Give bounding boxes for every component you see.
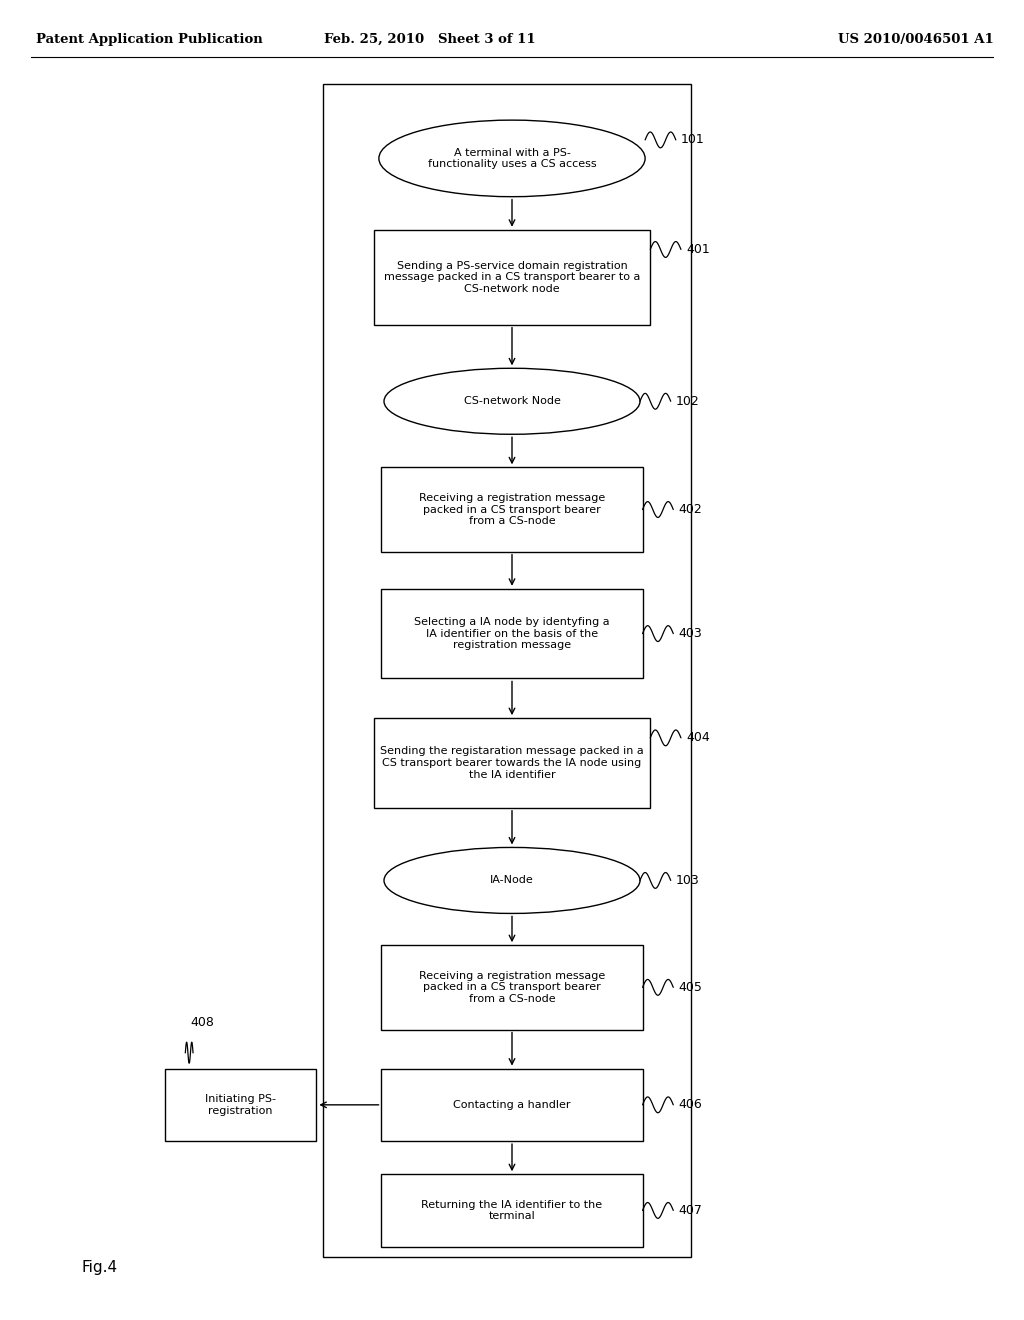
Text: 401: 401 [686,243,710,256]
Text: Receiving a registration message
packed in a CS transport bearer
from a CS-node: Receiving a registration message packed … [419,970,605,1005]
Text: Fig.4: Fig.4 [82,1259,118,1275]
Text: 102: 102 [676,395,699,408]
Text: 402: 402 [678,503,702,516]
Bar [381,945,643,1030]
Text: Sending a PS-service domain registration
message packed in a CS transport bearer: Sending a PS-service domain registration… [384,260,640,294]
Bar [323,84,691,1257]
Text: Initiating PS-
registration: Initiating PS- registration [205,1094,276,1115]
Bar [381,467,643,552]
Text: Sending the registaration message packed in a
CS transport bearer towards the IA: Sending the registaration message packed… [380,746,644,780]
Bar [381,1069,643,1140]
Text: Returning the IA identifier to the
terminal: Returning the IA identifier to the termi… [422,1200,602,1221]
Text: CS-network Node: CS-network Node [464,396,560,407]
Text: 408: 408 [190,1016,214,1030]
Ellipse shape [384,368,640,434]
Text: 404: 404 [686,731,710,744]
Bar [374,230,650,325]
Text: Feb. 25, 2010   Sheet 3 of 11: Feb. 25, 2010 Sheet 3 of 11 [325,33,536,46]
Text: US 2010/0046501 A1: US 2010/0046501 A1 [838,33,993,46]
Bar [374,718,650,808]
Text: 101: 101 [681,133,705,147]
Text: 403: 403 [678,627,702,640]
Bar [381,589,643,678]
Ellipse shape [379,120,645,197]
Text: A terminal with a PS-
functionality uses a CS access: A terminal with a PS- functionality uses… [428,148,596,169]
Ellipse shape [384,847,640,913]
Text: Patent Application Publication: Patent Application Publication [36,33,262,46]
Text: 407: 407 [678,1204,702,1217]
Text: 406: 406 [678,1098,702,1111]
Bar [165,1069,316,1140]
Text: Selecting a IA node by identyfing a
IA identifier on the basis of the
registrati: Selecting a IA node by identyfing a IA i… [414,616,610,651]
Text: Contacting a handler: Contacting a handler [454,1100,570,1110]
Text: 405: 405 [678,981,702,994]
Bar [381,1175,643,1246]
Text: 103: 103 [676,874,699,887]
Text: IA-Node: IA-Node [490,875,534,886]
Text: Receiving a registration message
packed in a CS transport bearer
from a CS-node: Receiving a registration message packed … [419,492,605,527]
